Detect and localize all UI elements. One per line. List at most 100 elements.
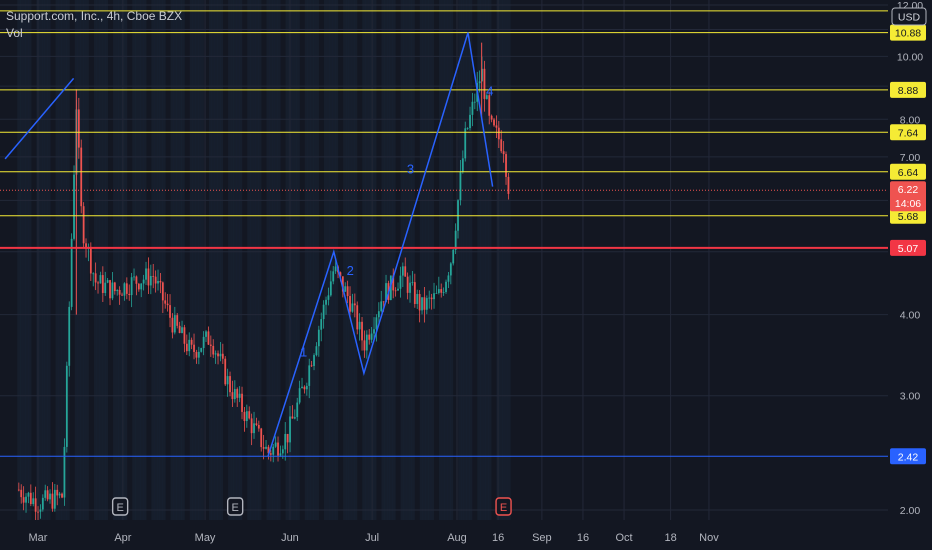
session-band [365,0,369,520]
time-tick-label: Mar [29,532,48,544]
wave-label-3: 3 [407,161,414,176]
candle-body [505,154,507,177]
horizontal-levels[interactable] [0,10,888,457]
earnings-marker-label: E [500,502,507,514]
candle-body [289,416,291,443]
candle-body [209,344,212,346]
wave-path[interactable] [4,77,75,160]
price-tick-label: 10.00 [897,51,923,63]
session-band [17,0,21,520]
session-band [296,0,300,520]
candle-body [61,493,63,498]
time-tick-label: 16 [492,532,504,544]
session-band [162,0,166,520]
candle-body [140,283,143,290]
candle-body [380,301,383,312]
candle-body [428,297,431,299]
candle-body [329,281,332,296]
candle-body [313,355,315,366]
session-band [115,0,120,520]
session-band [501,0,506,520]
session-band [425,0,429,520]
candle-body [495,125,498,128]
session-band [247,0,251,520]
session-band [252,0,256,520]
session-band [137,0,141,520]
price-tick-label: 8.00 [900,114,921,126]
earnings-marker[interactable] [111,497,129,516]
candle-body [286,433,289,443]
session-band [348,0,352,520]
candle-body [195,351,198,358]
session-band [362,0,366,520]
candle-body [269,453,272,455]
candle-body [370,333,373,340]
candle-body [123,283,126,296]
session-band [460,0,465,520]
session-band [134,0,139,520]
candle-body [363,340,366,351]
elliott-wave-lines[interactable]: 1 2 3 4 [4,32,494,457]
candle-body [418,294,421,311]
session-band [140,0,144,520]
candle-body [253,423,255,434]
candle-body [315,346,318,356]
session-band [469,0,473,520]
level-tag-text: 5.07 [898,243,919,255]
session-band [77,0,81,520]
time-axis[interactable]: Mar Apr May Jun Jul Aug 16 Sep 16 Oct 18 Nov [0,520,888,550]
time-tick-label: Apr [114,532,131,544]
candle-body [507,176,510,194]
level-tag-text: 2.42 [898,451,919,463]
candle-body [238,393,241,398]
wave-path[interactable] [267,32,494,457]
session-band [58,0,62,520]
session-band [480,0,484,520]
candle-body [41,497,44,510]
candle-body [466,128,469,129]
candle-body [301,386,303,389]
candle-body [173,315,176,333]
level-tag-text: 7.64 [898,127,919,139]
candle-body [404,266,407,277]
candle-body [353,303,356,306]
candle-body [397,288,399,291]
earnings-marker[interactable] [226,497,244,516]
session-band [230,0,235,520]
volume-indicator-label[interactable]: Vol [6,26,23,40]
session-band [96,0,100,520]
candle-body [265,446,267,449]
session-band [143,0,147,520]
session-band [80,0,84,520]
candle-body [373,329,375,334]
session-band [113,0,117,520]
session-band [228,0,232,520]
session-band [189,0,193,520]
level-tag-8.88 [890,81,926,98]
time-tick-label: 18 [664,532,676,544]
candle-body [39,509,42,512]
session-band [354,0,358,520]
candle-body [497,127,500,140]
session-band [219,0,224,520]
candle-body [147,268,150,286]
session-band [176,0,180,520]
candle-body [85,243,87,249]
session-band [477,0,481,520]
candle-body [248,411,251,419]
session-band [449,0,454,520]
price-tick-label: 7.00 [900,152,921,164]
currency-badge[interactable] [891,7,927,26]
candle-body [464,128,467,159]
candle-body [478,81,481,84]
symbol-title[interactable]: Support.com, Inc., 4h, Cboe BZX [6,9,183,23]
candle-body [454,230,457,250]
session-band [271,0,276,520]
candle-body [413,282,416,304]
level-tag-5.07 [890,239,926,256]
session-band [293,0,298,520]
candle-body [317,329,320,347]
earnings-marker[interactable] [495,497,512,516]
